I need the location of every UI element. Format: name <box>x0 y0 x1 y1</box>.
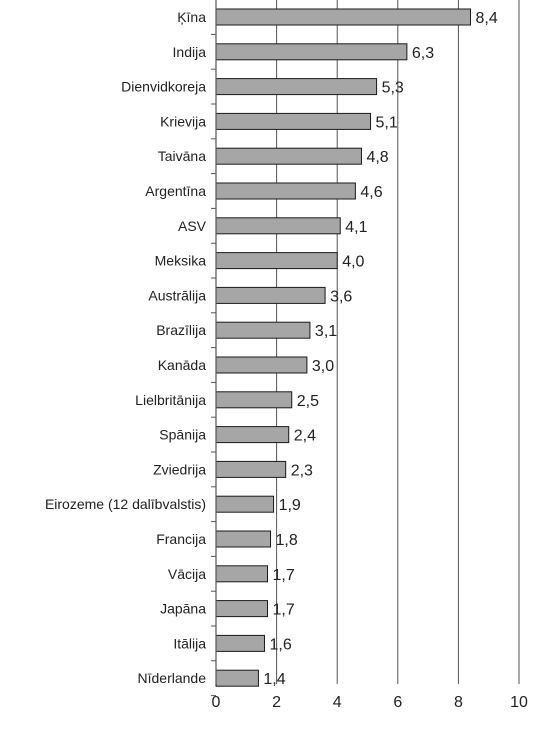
category-label: Brazīlija <box>156 322 206 338</box>
x-tick-label: 10 <box>510 694 528 711</box>
gridlines <box>276 0 520 684</box>
value-label: 3,1 <box>315 323 337 340</box>
bar <box>215 634 265 652</box>
value-label: 6,3 <box>412 45 434 62</box>
value-label: 1,8 <box>276 532 298 549</box>
bar <box>215 182 356 200</box>
value-label: 2,4 <box>294 428 316 445</box>
bar <box>215 669 259 687</box>
category-label: Itālija <box>173 635 206 651</box>
category-label: Francija <box>156 531 206 547</box>
bar <box>215 356 308 374</box>
value-label: 3,6 <box>330 288 352 305</box>
value-label: 4,8 <box>366 149 388 166</box>
x-tick-label: 8 <box>454 694 463 711</box>
x-tick-label: 2 <box>272 694 281 711</box>
value-label: 4,6 <box>360 184 382 201</box>
x-axis: 0 2 4 6 8 10 <box>211 0 528 711</box>
bar <box>215 217 341 235</box>
category-label: Krievija <box>160 113 206 129</box>
bar <box>215 8 472 26</box>
bar <box>215 43 408 61</box>
category-label: Dienvidkoreja <box>121 79 206 95</box>
value-label: 1,6 <box>269 636 291 653</box>
bar <box>215 460 287 478</box>
category-label: Nīderlande <box>138 670 207 686</box>
category-label: Argentīna <box>145 183 206 199</box>
bar <box>215 426 290 444</box>
value-label: 5,1 <box>376 114 398 131</box>
value-label: 1,4 <box>263 671 285 688</box>
bar <box>215 321 311 339</box>
category-label: Japāna <box>160 601 206 617</box>
bar <box>215 147 362 165</box>
category-label: Spānija <box>159 427 206 443</box>
bar <box>215 495 275 513</box>
category-label: Austrālija <box>148 287 206 303</box>
value-label: 2,5 <box>297 393 319 410</box>
x-tick-label: 4 <box>333 694 342 711</box>
bar <box>215 112 372 130</box>
value-label: 1,9 <box>279 497 301 514</box>
value-label: 2,3 <box>291 462 313 479</box>
category-label: Lielbritānija <box>135 392 206 408</box>
bar <box>215 252 338 270</box>
category-label: Kanāda <box>158 357 206 373</box>
bar <box>215 565 269 583</box>
category-label: Ķīna <box>177 9 206 25</box>
value-label: 4,1 <box>345 219 367 236</box>
value-label: 4,0 <box>342 254 364 271</box>
bar <box>215 391 293 409</box>
labels: Ķīna 8,4 Indija 6,3 Dienvidkoreja 5,3 Krievija… <box>45 9 498 688</box>
category-label: ASV <box>178 218 207 234</box>
bar <box>215 600 269 618</box>
value-label: 1,7 <box>273 567 295 584</box>
value-label: 3,0 <box>312 358 334 375</box>
bar <box>215 286 326 304</box>
x-tick-label: 6 <box>393 694 402 711</box>
value-label: 1,7 <box>273 602 295 619</box>
x-tick-label: 0 <box>212 694 221 711</box>
bar <box>215 530 272 548</box>
value-label: 5,3 <box>382 80 404 97</box>
bars <box>215 8 472 687</box>
value-label: 8,4 <box>476 10 498 27</box>
category-label: Indija <box>173 44 207 60</box>
category-label: Taivāna <box>158 148 206 164</box>
category-label: Zviedrija <box>153 461 206 477</box>
category-label: Vācija <box>168 566 206 582</box>
category-label: Meksika <box>155 253 207 269</box>
category-label: Eirozeme (12 dalībvalstis) <box>45 496 206 512</box>
bar <box>215 78 378 96</box>
